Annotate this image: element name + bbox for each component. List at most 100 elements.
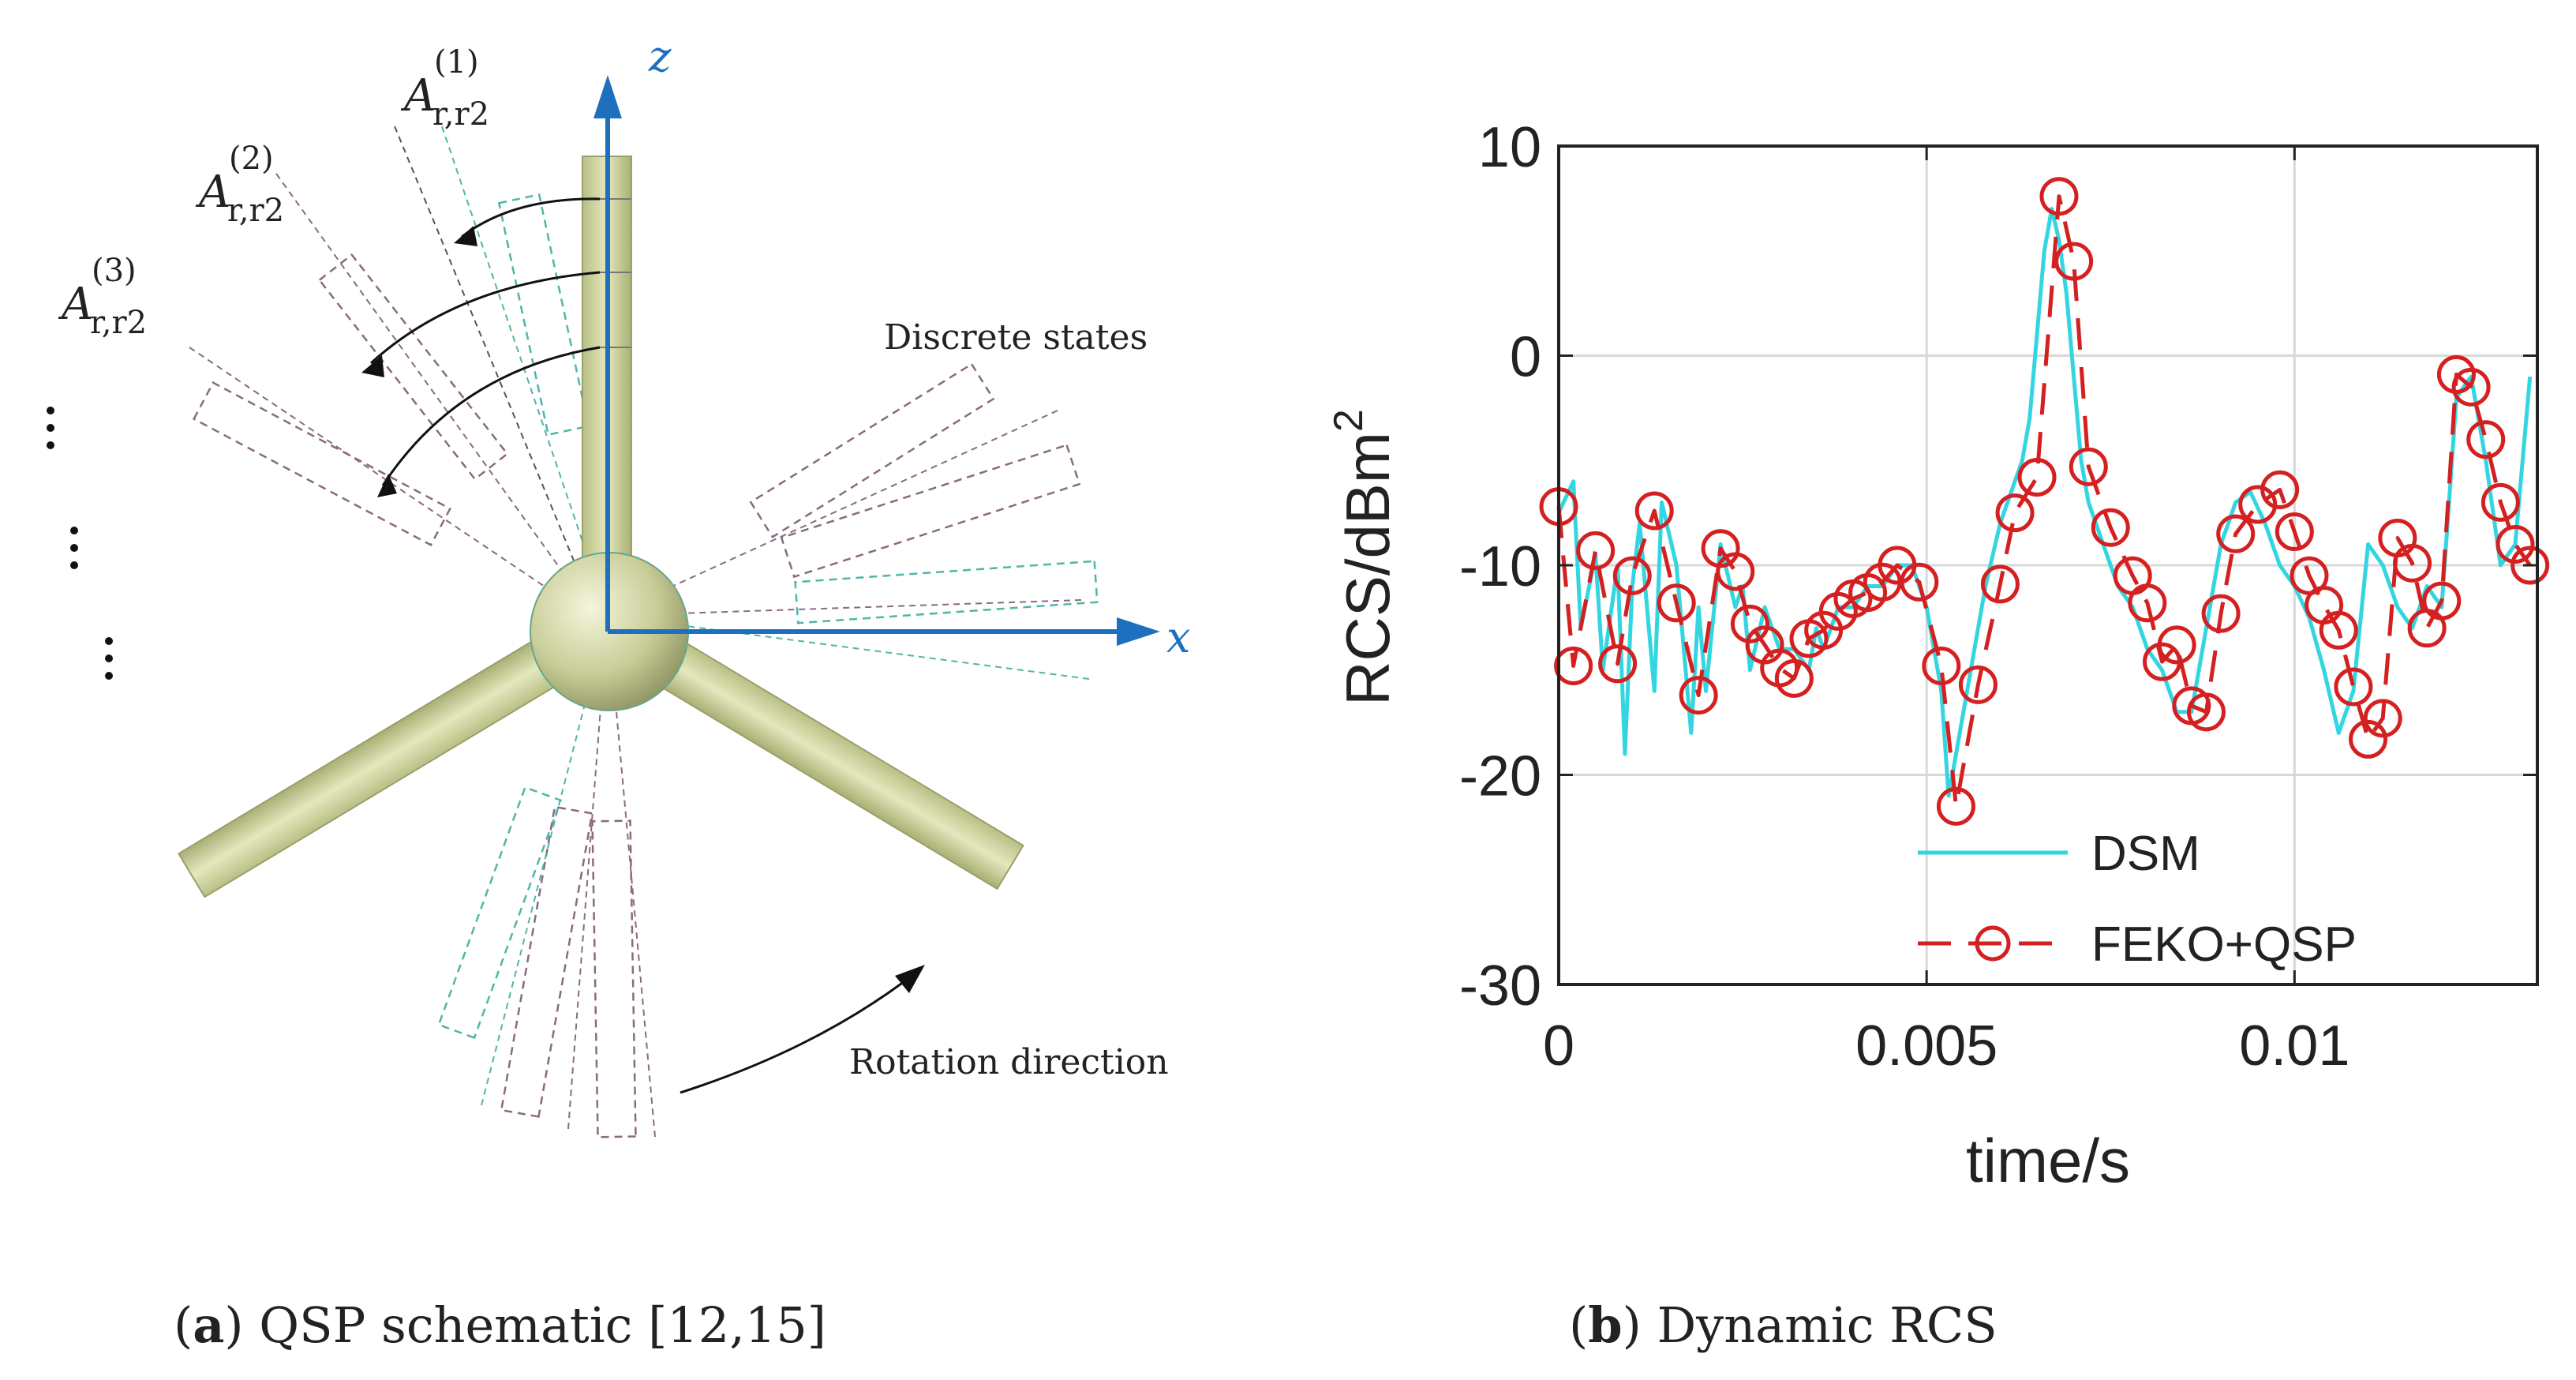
state-blade-1 [497,193,590,437]
x-axis-label: x [1166,613,1190,662]
arrowhead-icon [377,474,397,497]
caption-b: (b) Dynamic RCS [1569,1296,1998,1354]
fan-line [275,173,601,624]
x-tick-label: 0.005 [1855,1014,1998,1078]
state-blade-right-1 [749,362,995,538]
feko-data-point [2201,594,2241,633]
feko-data-point [2422,581,2462,621]
svg-text:A: A [400,70,436,122]
feko-data-point [2157,625,2196,665]
rotation-arrowhead-icon [895,965,925,993]
svg-text:A: A [58,279,93,330]
y-axis-title: RCS/dBm2 [1326,409,1402,706]
feko-data-point [2186,692,2226,732]
state-blade-right-2 [780,444,1081,579]
fan-line [567,615,608,1130]
feko-data-point [1634,491,1674,531]
y-tick-label: -30 [1459,954,1541,1018]
state-label-3: A (3) r,r2 [58,253,147,341]
svg-text:r,r2: r,r2 [432,96,489,133]
fan-line [607,615,1090,680]
svg-text:(3): (3) [92,253,137,289]
feko-data-point [2393,543,2432,583]
x-axis-arrow-icon [1117,617,1160,646]
feko-data-point [1612,556,1652,595]
discrete-states-label: Discrete states [884,317,1148,358]
feko-data-point [2510,546,2550,585]
feko-data-point [2238,485,2278,524]
feko-data-point [2334,667,2373,707]
feko-data-point [1657,583,1696,623]
feko-data-point [2496,524,2535,564]
arrowhead-icon [361,355,384,377]
svg-text:r,r2: r,r2 [227,193,284,229]
feko-data-point [1995,493,2035,533]
feko-data-point [1958,665,1998,704]
panel-a-diagram: z x A (1) r,r2 A (2) r,r2 A (3) r,r2 Dis… [47,32,1190,1138]
x-tick-label: 0.01 [2239,1014,2349,1078]
legend-feko-label: FEKO+QSP [2091,917,2357,972]
svg-text:r,r2: r,r2 [90,305,147,341]
legend: DSM FEKO+QSP [1918,827,2357,972]
ellipsis-icons [47,407,113,680]
feko-data-point [1679,676,1718,715]
feko-data-point [1598,644,1638,684]
feko-data-point [1980,564,2020,604]
fan-line [441,126,608,617]
y-tick-label: -10 [1459,535,1541,598]
caption-a: (a) QSP schematic [12,15] [174,1296,826,1354]
feko-data-point [2363,699,2402,738]
feko-data-point [1922,646,1961,685]
fan-line [189,347,601,624]
feko-data-point [2017,457,2057,497]
y-tick-label: 0 [1510,326,1541,389]
rcs-chart: -30 -20 -10 0 10 0 0.005 0.01 time/s RCS/dBm2 D… [1326,116,2550,1195]
state-label-2: A (2) r,r2 [195,141,284,229]
feko-data-point [2216,514,2256,553]
state-blade-bottom-1 [437,786,563,1040]
feko-data-point [2260,470,2300,509]
state-blade-bottom-2 [500,805,593,1118]
legend-dsm-label: DSM [2091,827,2200,881]
feko-data-point [1554,646,1593,685]
rotation-direction-label: Rotation direction [849,1042,1169,1082]
feko-data-point [2451,367,2491,407]
state-blade-2 [317,253,509,481]
blade-lower-left [177,624,585,898]
fan-line [607,410,1058,617]
state-label-1: A (1) r,r2 [400,44,489,133]
feko-data-point [2069,447,2108,486]
feko-data-point [2319,610,2358,650]
state-arrows [369,197,601,486]
svg-text:A: A [195,167,230,218]
dsm-series-line [1556,207,2533,798]
feko-data-point [2275,512,2314,552]
z-axis-arrow-icon [593,75,622,118]
y-tick-label: 10 [1478,116,1541,179]
state-blade-3 [192,381,451,546]
feko-data-point [2128,583,2167,623]
feko-data-point [2466,420,2506,459]
legend-feko-marker [1975,925,2011,962]
feko-data-point [2054,242,2094,281]
feko-data-point [1774,658,1814,698]
y-tick-label: -20 [1459,745,1541,808]
feko-data-point [2039,177,2079,216]
state-blade-bottom-3 [591,819,637,1138]
rotation-arrow [680,977,908,1094]
svg-text:(2): (2) [229,141,274,177]
state-blade-right-3 [794,560,1099,624]
feko-data-point [1576,531,1616,570]
feko-data-point [2349,719,2388,759]
arrowhead-icon [454,226,477,246]
feko-data-point [1900,562,1939,602]
svg-text:(1): (1) [434,44,479,81]
feko-data-point [1716,552,1755,591]
z-axis-label: z [648,32,672,81]
feko-data-point [2481,482,2520,522]
fan-line [394,126,601,624]
feko-data-point [1936,786,1975,826]
x-axis-title: time/s [1966,1126,2130,1195]
feko-data-point [1730,604,1769,643]
